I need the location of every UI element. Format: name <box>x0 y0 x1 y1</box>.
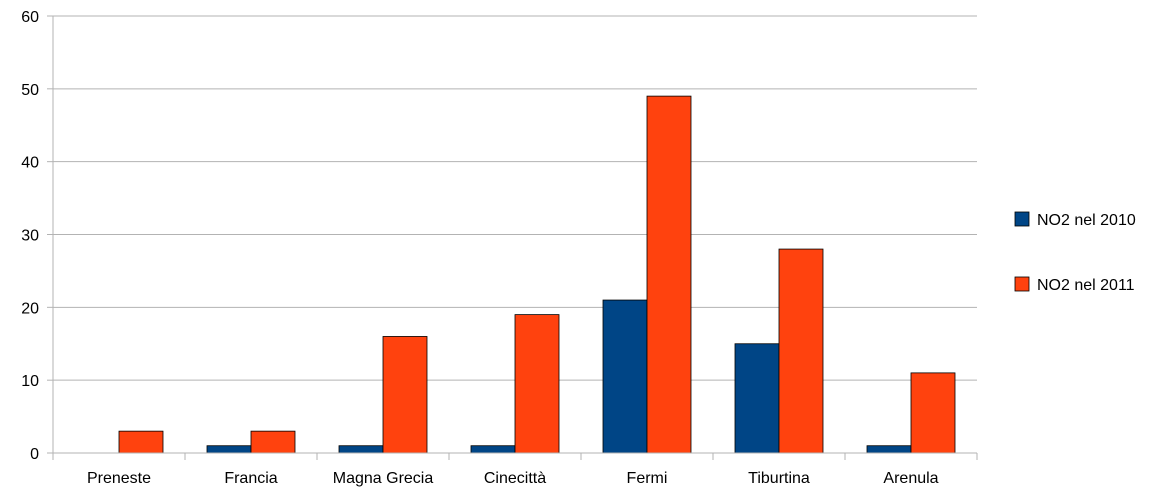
x-tick-label: Cinecittà <box>484 470 546 487</box>
y-tick-label: 60 <box>21 9 39 26</box>
y-tick-label: 10 <box>21 373 39 390</box>
x-tick-label: Magna Grecia <box>333 470 434 487</box>
bar-cinecittà-series-1 <box>471 446 515 453</box>
bar-cinecittà-series-2 <box>515 315 559 453</box>
bar-tiburtina-series-1 <box>735 344 779 453</box>
bar-preneste-series-2 <box>119 431 163 453</box>
bar-francia-series-2 <box>251 431 295 453</box>
legend-swatch <box>1015 212 1029 226</box>
legend-label: NO2 nel 2010 <box>1037 212 1136 229</box>
bar-francia-series-1 <box>207 446 251 453</box>
bar-fermi-series-2 <box>647 96 691 453</box>
x-tick-label: Francia <box>224 470 277 487</box>
x-tick-label: Preneste <box>87 470 151 487</box>
bar-fermi-series-1 <box>603 300 647 453</box>
bar-magna-grecia-series-2 <box>383 336 427 453</box>
bar-tiburtina-series-2 <box>779 249 823 453</box>
bar-arenula-series-1 <box>867 446 911 453</box>
y-tick-label: 40 <box>21 155 39 172</box>
x-tick-label: Fermi <box>627 470 668 487</box>
legend-label: NO2 nel 2011 <box>1037 277 1135 294</box>
bar-magna-grecia-series-1 <box>339 446 383 453</box>
bar-arenula-series-2 <box>911 373 955 453</box>
x-tick-label: Tiburtina <box>748 470 810 487</box>
legend-swatch <box>1015 277 1029 291</box>
y-tick-label: 20 <box>21 300 39 317</box>
axes: 0 10 20 30 40 50 60 Preneste Francia Magna Grecia… <box>21 9 977 487</box>
x-tick-label: Arenula <box>883 470 938 487</box>
y-tick-label: 50 <box>21 82 39 99</box>
y-tick-label: 30 <box>21 228 39 245</box>
y-tick-label: 0 <box>30 446 39 463</box>
legend: NO2 nel 2010 NO2 nel 2011 <box>1015 212 1136 294</box>
bars <box>119 96 955 453</box>
